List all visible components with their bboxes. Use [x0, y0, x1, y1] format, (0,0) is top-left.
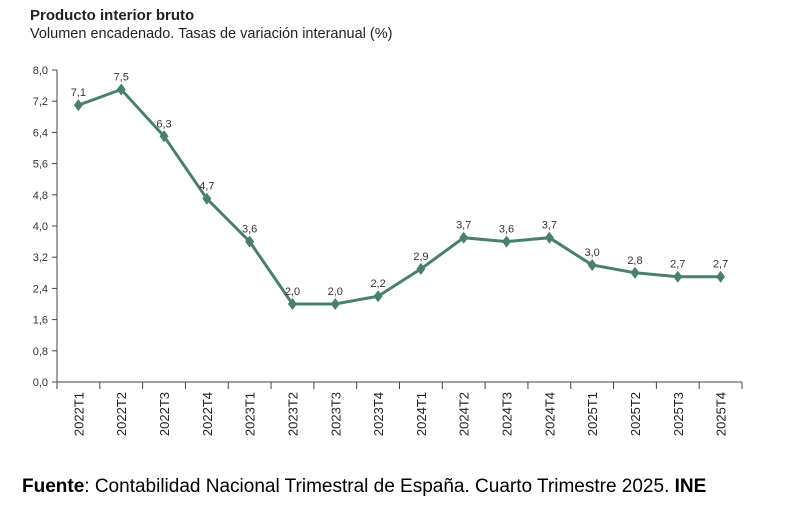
line-chart: 0,0 0,8 1,6 2,4 3,2 4,0 4,8 5,6 6,4 7,2 8,0 2022T1 2…: [33, 65, 743, 436]
data-label: 7,1: [71, 87, 86, 99]
x-tick-label: 2024T2: [457, 392, 472, 436]
source-label: Fuente: [22, 476, 85, 497]
y-tick-label: 7,2: [33, 96, 48, 108]
source-note: Fuente: Contabilidad Nacional Trimestral…: [22, 476, 706, 498]
y-tick-label: 0,0: [33, 377, 48, 389]
y-tick-label: 4,8: [33, 190, 48, 202]
data-point: [245, 235, 255, 248]
data-point: [630, 266, 640, 279]
x-tick-label: 2022T3: [157, 392, 172, 436]
data-label: 3,7: [542, 220, 557, 232]
data-label: 3,6: [242, 224, 257, 236]
source-text: : Contabilidad Nacional Trimestral de Es…: [84, 476, 675, 497]
x-tick-label: 2023T1: [243, 392, 258, 436]
data-point: [287, 298, 297, 310]
data-label: 2,7: [713, 259, 728, 271]
data-label: 4,7: [199, 181, 214, 193]
data-label: 2,9: [413, 251, 428, 263]
y-tick-label: 2,4: [33, 283, 48, 295]
data-point: [416, 262, 426, 275]
data-point: [73, 99, 83, 112]
x-tick-label: 2025T4: [714, 392, 729, 436]
data-label: 2,7: [670, 259, 685, 271]
data-point: [116, 83, 126, 96]
x-tick-label: 2025T2: [628, 392, 643, 436]
data-label: 7,5: [114, 72, 129, 84]
source-org: INE: [674, 476, 707, 497]
x-tick-label: 2025T3: [671, 392, 686, 436]
y-tick-label: 3,2: [33, 252, 48, 264]
data-label: 2,0: [328, 286, 343, 298]
x-tick-label: 2022T2: [114, 392, 129, 436]
data-label: 2,2: [370, 278, 385, 290]
data-point: [330, 298, 340, 310]
x-tick-label: 2022T1: [71, 392, 86, 436]
chart-title: Producto interior bruto: [30, 7, 195, 24]
data-point: [502, 235, 512, 248]
y-tick-label: 4,0: [33, 221, 48, 233]
data-point: [587, 259, 597, 271]
data-point: [544, 231, 554, 244]
y-tick-label: 8,0: [33, 65, 48, 77]
data-label: 3,7: [456, 220, 471, 232]
data-point: [373, 290, 383, 303]
x-tick-label: 2025T1: [585, 392, 600, 436]
chart-subtitle: Volumen encadenado. Tasas de variación i…: [30, 26, 393, 42]
data-point: [202, 192, 212, 205]
data-point: [716, 270, 726, 283]
x-tick-label: 2023T2: [285, 392, 300, 436]
data-label: 6,3: [156, 118, 171, 130]
x-tick-label: 2024T1: [414, 392, 429, 436]
data-point: [459, 231, 469, 244]
x-tick-label: 2024T4: [542, 392, 557, 436]
y-tick-label: 0,8: [33, 346, 48, 358]
data-label: 2,0: [285, 286, 300, 298]
data-point: [159, 130, 169, 143]
x-tick-label: 2023T3: [328, 392, 343, 436]
y-tick-label: 6,4: [33, 127, 48, 139]
y-tick-label: 5,6: [33, 159, 48, 171]
data-label: 2,8: [627, 255, 642, 267]
x-tick-label: 2024T3: [500, 392, 515, 436]
data-label: 3,0: [585, 247, 600, 259]
x-tick-label: 2023T4: [371, 392, 386, 436]
series-line: [77, 87, 721, 306]
x-tick-label: 2022T4: [200, 392, 215, 436]
data-label: 3,6: [499, 224, 514, 236]
y-tick-label: 1,6: [33, 315, 48, 327]
data-point: [673, 270, 683, 283]
